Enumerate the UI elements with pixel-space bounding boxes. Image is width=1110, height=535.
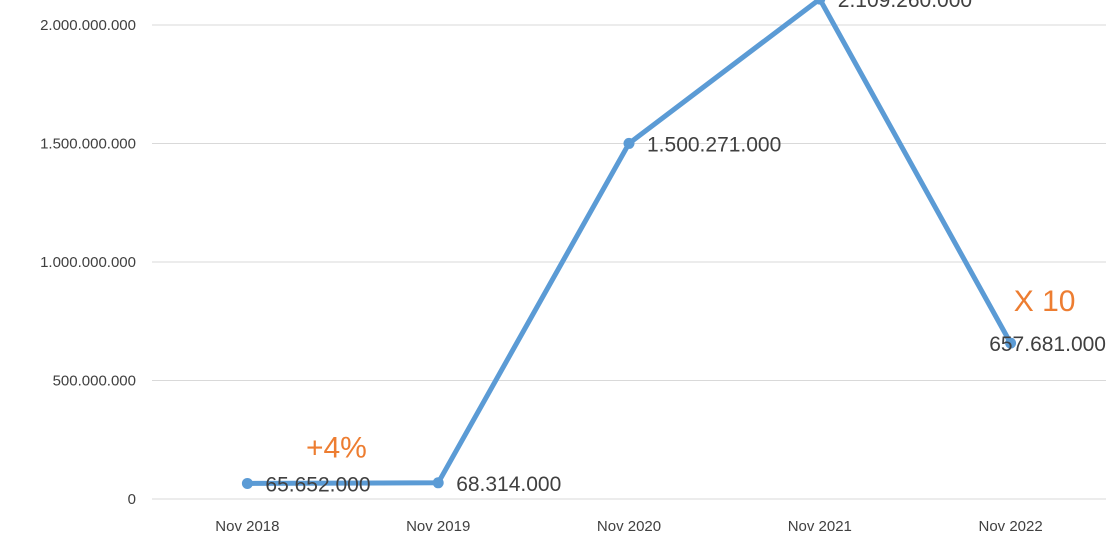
- data-point: [1005, 337, 1017, 349]
- series-line: [244, 0, 1014, 486]
- x-tick-label: Nov 2019: [406, 518, 470, 535]
- y-tick-label: 1.000.000.000: [40, 254, 136, 271]
- gridlines: [152, 24, 1106, 500]
- data-label: 68.314.000: [456, 473, 561, 496]
- annotation: X 10: [1014, 285, 1076, 318]
- data-point: [814, 0, 826, 5]
- data-label: 65.652.000: [265, 473, 370, 496]
- series-layer: [241, 0, 1017, 489]
- x-tick-label: Nov 2021: [788, 518, 852, 535]
- y-tick-label: 1.500.000.000: [40, 136, 136, 153]
- y-tick-label: 0: [128, 491, 136, 508]
- data-point: [432, 477, 444, 489]
- data-point: [623, 137, 635, 149]
- y-tick-label: 2.000.000.000: [40, 17, 136, 34]
- data-point: [241, 477, 253, 489]
- x-axis: Nov 2018 Nov 2019 Nov 2020 Nov 2021 Nov 2022: [215, 518, 1042, 535]
- x-tick-label: Nov 2018: [215, 518, 279, 535]
- annotation: +4%: [306, 431, 367, 464]
- data-label: 1.500.271.000: [647, 133, 781, 156]
- annotations: +4% X 10: [306, 285, 1076, 464]
- x-tick-label: Nov 2022: [978, 518, 1042, 535]
- data-labels: 65.652.000 68.314.000 1.500.271.000 2.109.2…: [265, 0, 1106, 496]
- y-axis: 0 500.000.000 1.000.000.000 1.500.000.000 2.…: [40, 17, 136, 508]
- data-label: 657.681.000: [989, 333, 1106, 356]
- data-label: 2.109.260.000: [838, 0, 972, 12]
- y-tick-label: 500.000.000: [53, 373, 136, 390]
- x-tick-label: Nov 2020: [597, 518, 661, 535]
